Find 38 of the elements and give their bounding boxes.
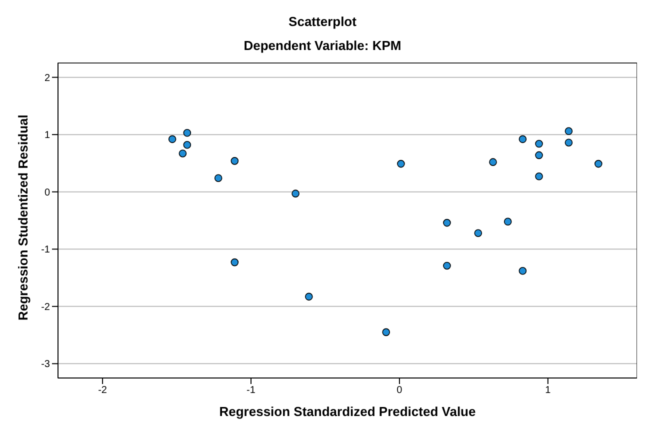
y-tick-label: -3 [41, 359, 50, 370]
point [443, 262, 451, 270]
x-tick-label: -1 [246, 385, 256, 396]
point [443, 218, 451, 227]
point [535, 151, 543, 160]
x-tick-label: -2 [98, 385, 108, 396]
chart-title: Scatterplot [288, 14, 358, 29]
point [382, 328, 390, 336]
point [535, 172, 543, 180]
point [474, 229, 482, 237]
point [504, 218, 512, 226]
y-tick-label: 2 [44, 72, 50, 84]
point [183, 141, 192, 149]
point [168, 135, 176, 144]
y-tick-label: -2 [41, 302, 50, 313]
chart-subtitle: Dependent Variable: KPM [242, 38, 402, 53]
point [564, 127, 573, 136]
point [230, 258, 239, 266]
point [230, 157, 239, 165]
point [518, 267, 527, 275]
point [594, 160, 602, 168]
point [305, 292, 313, 301]
x-axis-title: Regression Standardized Predicted Value [219, 404, 476, 419]
point [178, 150, 187, 158]
point [292, 190, 300, 198]
point [564, 138, 573, 147]
y-axis-title: Regression Studentized Residual [16, 114, 31, 320]
point [535, 140, 543, 148]
point [518, 135, 527, 144]
point [183, 128, 192, 137]
x-tick-label: 1 [545, 385, 552, 396]
point [397, 160, 405, 168]
y-tick-label: 1 [44, 130, 50, 142]
y-tick-label: 0 [44, 187, 50, 198]
point [489, 158, 497, 166]
x-tick-label: 0 [396, 385, 403, 396]
point [214, 174, 222, 182]
y-tick-label: -1 [41, 244, 50, 256]
